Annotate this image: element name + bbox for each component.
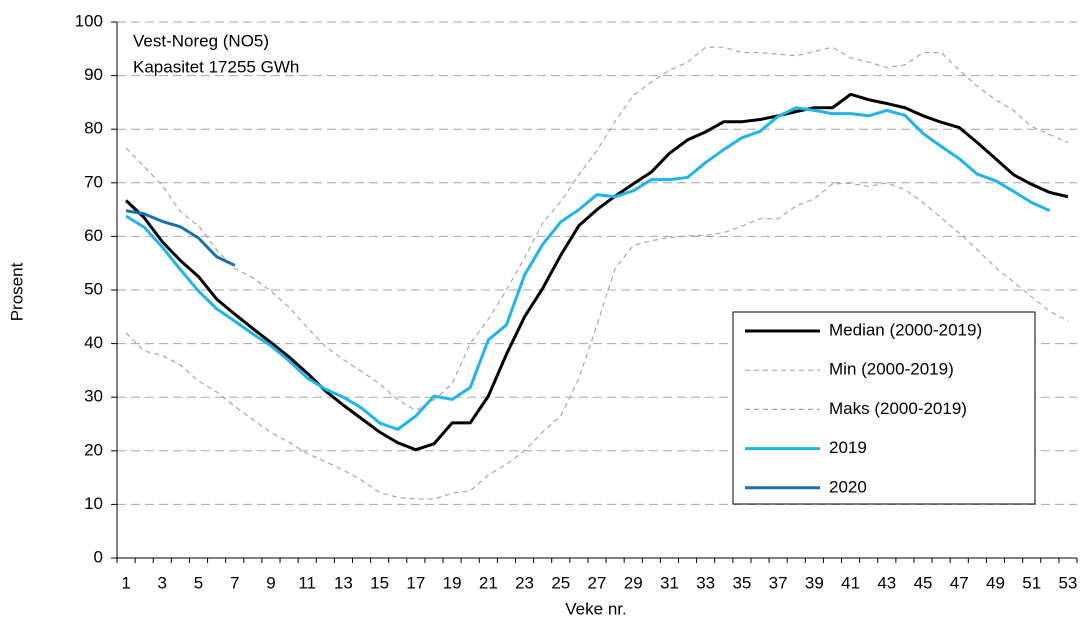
x-tick-label: 3 [158,573,167,592]
y-tick-label: 70 [84,172,103,191]
x-tick-label: 45 [914,573,933,592]
y-tick-label: 0 [94,547,103,566]
x-tick-label: 53 [1058,573,1077,592]
x-tick-label: 27 [588,573,607,592]
x-tick-label: 35 [732,573,751,592]
x-tick-label: 1 [121,573,130,592]
x-tick-label: 31 [660,573,679,592]
annotation: Kapasitet 17255 GWh [133,57,299,76]
x-tick-label: 29 [624,573,643,592]
x-tick-label: 13 [334,573,353,592]
x-tick-label: 47 [950,573,969,592]
x-tick-label: 39 [805,573,824,592]
y-tick-label: 50 [84,279,103,298]
series-line [125,182,1069,500]
y-tick-label: 80 [84,119,103,138]
y-tick-label: 60 [84,226,103,245]
x-tick-label: 49 [986,573,1005,592]
x-tick-label: 23 [515,573,534,592]
y-tick-label: 90 [84,65,103,84]
legend-label: Min (2000-2019) [829,360,954,379]
y-tick-label: 20 [84,440,103,459]
legend-label: Maks (2000-2019) [829,399,967,418]
y-axis-label: Prosent [7,262,26,321]
x-tick-label: 17 [406,573,425,592]
x-axis-label: Veke nr. [565,599,626,618]
x-tick-label: 19 [443,573,462,592]
y-tick-label: 30 [84,387,103,406]
x-tick-label: 21 [479,573,498,592]
y-tick-label: 40 [84,333,103,352]
x-tick-label: 51 [1022,573,1041,592]
x-tick-label: 41 [841,573,860,592]
series-line [125,92,1069,452]
x-tick-label: 7 [230,573,239,592]
series-line [125,46,1069,412]
series-line [125,106,1051,431]
x-tick-label: 43 [877,573,896,592]
legend-label: 2019 [829,438,867,457]
annotation: Vest-Noreg (NO5) [133,31,269,50]
x-tick-label: 37 [769,573,788,592]
legend-label: 2020 [829,477,867,496]
x-tick-label: 5 [194,573,203,592]
y-tick-label: 100 [75,11,103,30]
x-tick-label: 25 [551,573,570,592]
x-tick-label: 11 [298,573,316,592]
x-tick-label: 33 [696,573,715,592]
x-tick-label: 9 [266,573,275,592]
legend-label: Median (2000-2019) [829,320,982,339]
x-tick-label: 15 [370,573,389,592]
series-line [125,209,236,267]
y-tick-label: 10 [84,494,103,513]
legend-box [732,311,1036,505]
